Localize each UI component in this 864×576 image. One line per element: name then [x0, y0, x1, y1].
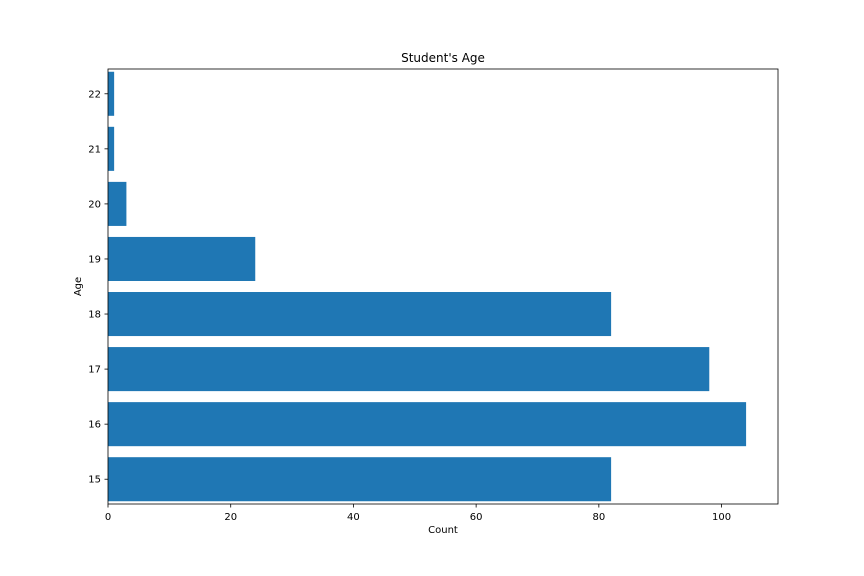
plot-frame	[107, 68, 779, 505]
x-tick-label: 20	[224, 512, 237, 523]
x-axis-ticks: 0 20 40 60 80 100	[105, 504, 731, 523]
y-axis-ticks: 15 16 17 18 19 20 21 22	[88, 89, 108, 486]
chart-title: Student's Age	[401, 51, 485, 65]
y-tick-label: 17	[88, 365, 101, 376]
bar-age-15	[108, 457, 612, 502]
x-tick-label: 100	[712, 512, 731, 523]
y-tick-label: 22	[88, 89, 101, 100]
y-tick-label: 19	[88, 254, 101, 265]
x-tick-label: 0	[105, 512, 111, 523]
bar-age-16	[108, 402, 747, 447]
x-tick-label: 40	[347, 512, 360, 523]
y-tick-label: 21	[88, 144, 101, 155]
bar-age-21	[108, 126, 115, 171]
x-tick-label: 60	[470, 512, 483, 523]
x-tick-label: 80	[592, 512, 605, 523]
bar-age-18	[108, 292, 612, 337]
y-tick-label: 20	[88, 199, 101, 210]
y-tick-label: 15	[88, 475, 101, 486]
bar-age-17	[108, 347, 710, 392]
bar-age-22	[108, 71, 115, 116]
bars-group	[108, 71, 747, 502]
y-axis-title: Age	[73, 277, 84, 296]
y-tick-label: 16	[88, 420, 101, 431]
bar-age-20	[108, 181, 127, 226]
y-tick-label: 18	[88, 310, 101, 321]
x-axis-title: Count	[428, 525, 458, 536]
bar-age-19	[108, 236, 256, 281]
